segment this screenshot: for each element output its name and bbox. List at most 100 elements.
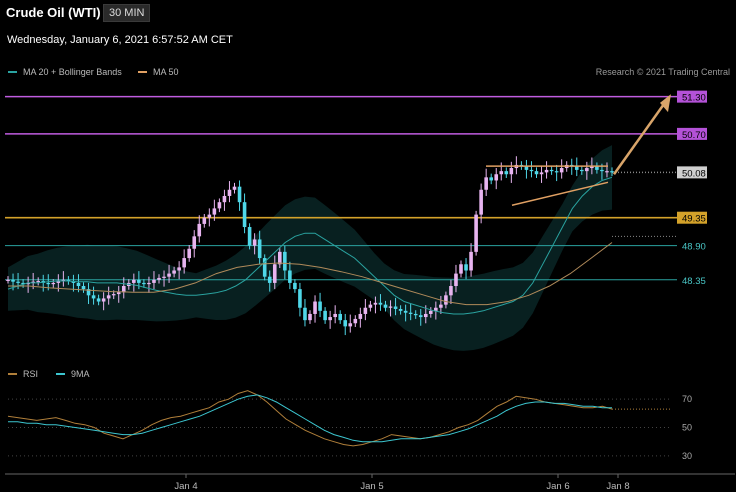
candle-body-74 xyxy=(378,302,383,305)
level-label-2: 50.08 xyxy=(682,168,706,179)
candle-body-34 xyxy=(177,267,181,271)
candle-body-32 xyxy=(167,273,171,277)
candle-body-65 xyxy=(333,313,337,318)
instrument-title: Crude Oil (WTI) xyxy=(6,5,101,20)
candle-body-95 xyxy=(484,177,488,190)
level-label-4: 48.90 xyxy=(682,242,706,253)
candle-body-1 xyxy=(11,279,15,282)
candle-body-107 xyxy=(544,169,549,173)
candle-body-23 xyxy=(121,286,126,293)
pattern-bottom-line xyxy=(511,181,609,207)
legend-rsi-label: RSI xyxy=(23,369,39,379)
candle-body-46 xyxy=(237,186,242,203)
candle-body-26 xyxy=(137,279,141,283)
candle-body-29 xyxy=(152,279,156,283)
candle-body-70 xyxy=(358,313,363,319)
level-tag-1 xyxy=(677,127,707,140)
candle-body-61 xyxy=(313,301,317,314)
candle-body-35 xyxy=(182,258,186,268)
candle-body-116 xyxy=(590,166,594,169)
candle-body-113 xyxy=(574,166,579,170)
legend-rsi9-label: 9MA xyxy=(71,369,90,379)
level-tag-0 xyxy=(677,90,707,103)
candle-body-63 xyxy=(323,310,327,321)
candle-body-120 xyxy=(610,171,614,173)
candle-body-39 xyxy=(202,217,207,224)
candle-body-33 xyxy=(172,270,176,274)
candle-body-5 xyxy=(31,281,35,283)
x-tick-label-1: Jan 5 xyxy=(360,481,383,492)
candle-body-67 xyxy=(343,320,348,327)
candle-body-37 xyxy=(192,236,197,249)
candle-body-59 xyxy=(303,307,307,321)
candle-body-119 xyxy=(605,171,609,173)
candle-body-13 xyxy=(71,281,76,283)
candle-body-68 xyxy=(348,323,353,327)
candle-body-53 xyxy=(272,264,277,283)
source-credit: Research © 2021 Trading Central xyxy=(595,67,730,77)
candle-body-9 xyxy=(51,282,56,285)
candle-body-31 xyxy=(162,276,166,278)
candle-body-96 xyxy=(489,177,493,181)
candle-body-87 xyxy=(444,295,448,305)
candle-body-75 xyxy=(383,304,388,308)
candle-body-55 xyxy=(283,251,287,271)
candle-body-2 xyxy=(16,281,20,283)
legend-rsi: RSI xyxy=(8,369,38,379)
candle-body-22 xyxy=(116,292,121,295)
candle-body-115 xyxy=(585,168,589,172)
candle-body-103 xyxy=(524,166,529,170)
candle-body-110 xyxy=(559,168,564,173)
candle-body-10 xyxy=(56,280,61,283)
x-tick-label-0: Jan 4 xyxy=(174,481,197,492)
candle-body-105 xyxy=(534,171,539,175)
candle-body-0 xyxy=(6,279,10,282)
candle-body-45 xyxy=(232,186,237,190)
candle-body-86 xyxy=(439,304,443,308)
legend-rsi9: 9MA xyxy=(56,369,90,379)
candle-body-6 xyxy=(36,281,40,283)
candle-body-49 xyxy=(252,239,257,246)
candle-body-114 xyxy=(580,169,584,172)
candle-body-97 xyxy=(494,174,499,181)
candle-body-52 xyxy=(267,276,272,283)
candle-body-92 xyxy=(469,251,473,271)
level-label-3: 49.35 xyxy=(682,214,706,225)
candle-body-12 xyxy=(66,279,71,282)
candle-body-84 xyxy=(429,310,433,314)
candle-body-88 xyxy=(449,286,453,296)
candle-body-83 xyxy=(423,313,428,318)
candle-body-89 xyxy=(454,273,458,287)
target-arrow xyxy=(612,99,669,175)
candle-body-73 xyxy=(373,302,378,305)
candle-body-98 xyxy=(499,171,504,175)
candle-body-20 xyxy=(106,295,111,299)
candle-body-82 xyxy=(418,315,423,318)
level-tag-3 xyxy=(677,211,707,224)
ma20-swatch xyxy=(8,71,17,73)
ma50-swatch xyxy=(138,71,147,73)
legend-ma50: MA 50 xyxy=(138,67,179,77)
timeframe-badge[interactable]: 30 MIN xyxy=(103,4,151,22)
candle-body-56 xyxy=(288,270,292,283)
candle-body-109 xyxy=(554,171,559,173)
candle-body-36 xyxy=(187,248,191,259)
candle-body-77 xyxy=(393,306,398,309)
candle-body-93 xyxy=(474,214,478,252)
rsi9-swatch xyxy=(56,373,65,375)
candle-body-85 xyxy=(434,307,438,311)
candle-body-104 xyxy=(529,169,534,172)
candle-body-18 xyxy=(96,298,101,302)
candle-body-43 xyxy=(222,195,227,203)
rsi-swatch xyxy=(8,373,17,375)
level-label-5: 48.35 xyxy=(682,276,706,287)
candle-body-27 xyxy=(142,282,146,285)
candle-body-72 xyxy=(368,304,373,308)
candle-body-48 xyxy=(247,227,252,246)
candle-body-42 xyxy=(217,202,222,209)
candle-body-76 xyxy=(388,306,393,308)
candle-body-57 xyxy=(293,282,297,290)
level-tag-2 xyxy=(677,166,707,179)
candle-body-15 xyxy=(81,286,86,290)
